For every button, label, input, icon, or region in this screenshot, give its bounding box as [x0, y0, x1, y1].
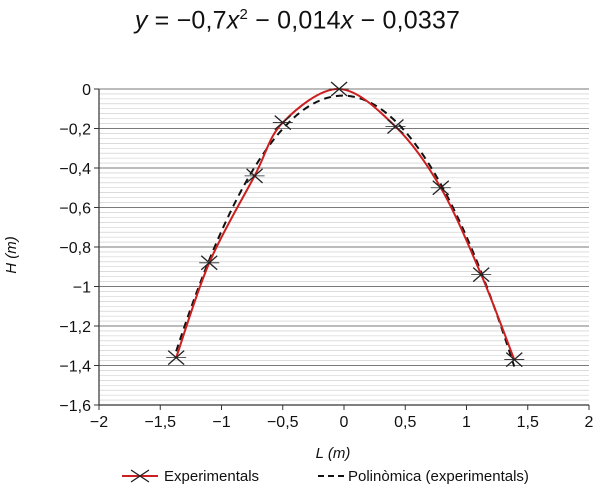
axes [94, 88, 590, 410]
x-tick-label: −0,5 [267, 414, 299, 431]
y-tick-label: −1,2 [59, 319, 91, 336]
series-fit-line [175, 94, 516, 367]
y-tick-label: −1 [73, 280, 91, 297]
experimental-point [166, 350, 187, 366]
equation-x: x [340, 6, 354, 35]
equation-constant: − 0,0337 [353, 6, 461, 35]
experimental-point [471, 267, 492, 283]
y-tick-labels: 0 −0,2 −0,4 −0,6 −0,8 −1 −1,2 −1,4 −1,6 [59, 82, 91, 415]
equation-y: y [134, 6, 148, 35]
equation-coef-b: − 0,014 [248, 6, 341, 35]
legend: Experimentals Polinòmica (experimentals) [122, 468, 529, 485]
experimental-point [385, 119, 406, 135]
legend-fit-label: Polinòmica (experimentals) [348, 468, 529, 485]
y-axis-label: H (m) [3, 236, 20, 274]
experimental-point [329, 81, 350, 97]
experimental-point [199, 255, 220, 271]
x-axis-label: L (m) [316, 445, 351, 462]
equation-x-squared: x [226, 6, 240, 35]
trendline-equation: y = −0,7x2 − 0,014x − 0,0337 [0, 6, 595, 35]
series-experimental-line [175, 87, 516, 360]
x-tick-label: −1,5 [144, 414, 176, 431]
x-tick-label: −1 [212, 414, 230, 431]
x-tick-label: −2 [90, 414, 108, 431]
y-tick-label: −0,6 [59, 201, 91, 218]
experimental-point [272, 115, 293, 131]
experimental-point [244, 168, 265, 184]
fit-curve [175, 94, 516, 367]
y-tick-label: −0,2 [59, 122, 91, 139]
y-tick-label: −1,6 [59, 398, 91, 415]
x-tick-labels: −2 −1,5 −1 −0,5 0 0,5 1 1,5 2 [90, 414, 594, 431]
equation-exponent: 2 [239, 6, 249, 23]
y-tick-label: 0 [82, 82, 91, 99]
y-tick-label: −0,8 [59, 240, 91, 257]
equation-coef-a: = −0,7 [147, 6, 227, 35]
x-tick-label: 2 [585, 414, 594, 431]
experimental-point [430, 180, 451, 196]
y-tick-label: −1,4 [59, 359, 91, 376]
x-tick-label: 0,5 [394, 414, 416, 431]
x-tick-label: 1 [462, 414, 471, 431]
y-tick-label: −0,4 [59, 161, 91, 178]
experimental-markers [166, 81, 525, 368]
x-tick-label: 0 [340, 414, 349, 431]
legend-experimental-marker [130, 469, 150, 483]
x-tick-label: 1,5 [517, 414, 539, 431]
legend-experimental-label: Experimentals [164, 468, 259, 485]
experimental-curve [175, 87, 516, 360]
experimental-point [504, 352, 525, 368]
